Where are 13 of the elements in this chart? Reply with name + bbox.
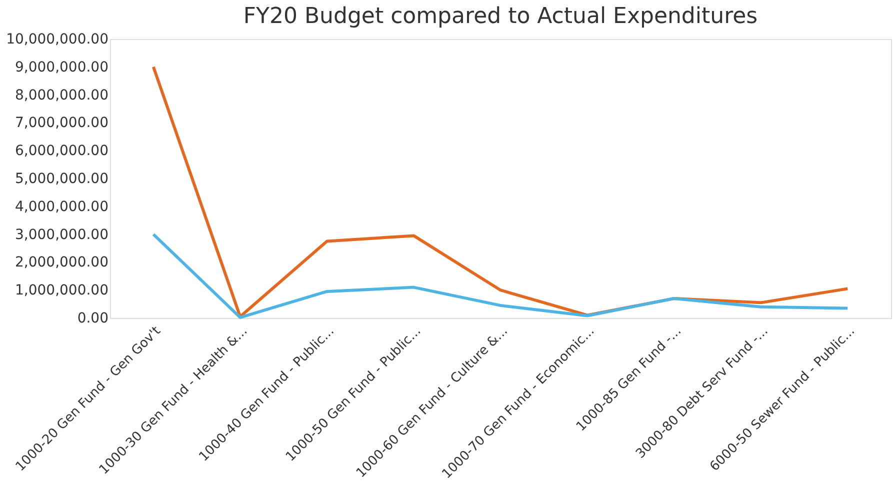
- y-tick-label: 2,000,000.00: [14, 254, 108, 271]
- y-tick-label: 5,000,000.00: [14, 171, 108, 187]
- chart-title: FY20 Budget compared to Actual Expenditures: [243, 4, 758, 29]
- line-series: [152, 232, 850, 319]
- y-tick-label: 6,000,000.00: [14, 143, 108, 160]
- y-tick-label: 1,000,000.00: [14, 282, 108, 299]
- y-tick-label: 9,000,000.00: [14, 59, 108, 76]
- y-tick-label: 8,000,000.00: [14, 87, 108, 104]
- y-tick-label: 0.00: [77, 310, 108, 326]
- y-tick-label: 3,000,000.00: [14, 226, 108, 243]
- y-tick-label: 10,000,000.00: [6, 32, 108, 48]
- y-tick-label: 4,000,000.00: [14, 198, 108, 215]
- y-tick-label: 7,000,000.00: [14, 115, 108, 132]
